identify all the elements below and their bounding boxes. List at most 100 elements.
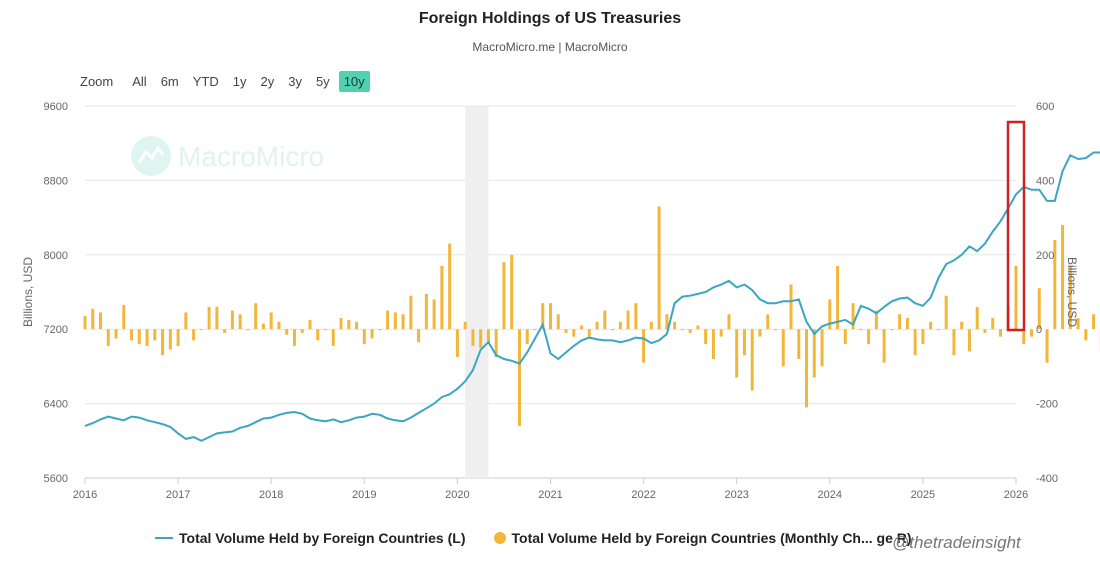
bar (975, 306, 979, 330)
bar (967, 329, 971, 352)
bar (308, 319, 312, 330)
y-right-tick-label: 0 (1036, 324, 1042, 336)
bar (386, 310, 390, 330)
bar (292, 329, 296, 346)
bar (184, 312, 188, 330)
x-tick-label: 2022 (631, 489, 655, 501)
bar (153, 329, 157, 341)
legend: Total Volume Held by Foreign Countries (… (155, 530, 940, 546)
bar (851, 303, 855, 330)
bar (634, 303, 638, 330)
zoom-5y-button[interactable]: 5y (315, 73, 330, 89)
bar (603, 310, 607, 330)
zoom-6m-button[interactable]: 6m (160, 73, 179, 89)
bar (921, 329, 925, 345)
bar (812, 329, 816, 378)
bar (673, 321, 677, 330)
bar (549, 303, 552, 330)
x-tick-label: 2026 (1004, 489, 1028, 501)
bar (517, 329, 521, 426)
bar (130, 329, 134, 341)
bar (649, 321, 653, 330)
highlight-box (1006, 120, 1026, 332)
zoom-all-button[interactable]: All (132, 73, 147, 89)
legend-item-line[interactable]: Total Volume Held by Foreign Countries (… (155, 530, 466, 546)
bar (207, 306, 211, 330)
bar (347, 319, 351, 330)
x-tick-label: 2019 (352, 489, 376, 501)
bar (324, 329, 328, 331)
bar (1030, 329, 1034, 337)
zoom-bar: Zoom All 6m YTD 1y 2y 3y 5y 10y (80, 70, 374, 92)
bar (991, 318, 995, 330)
bar (494, 329, 498, 358)
y-right-tick-label: 600 (1036, 101, 1054, 113)
bar (168, 329, 172, 350)
bar (657, 206, 661, 330)
bar (704, 329, 708, 345)
bar (742, 329, 746, 356)
bar (254, 303, 258, 330)
legend-item-bar[interactable]: Total Volume Held by Foreign Countries (… (493, 530, 912, 546)
legend-line-swatch (155, 537, 173, 539)
bar (758, 329, 762, 337)
bar (355, 321, 359, 330)
y-axis-right-title: Billions, USD (1065, 257, 1079, 327)
bar (1045, 329, 1049, 363)
zoom-3y-button[interactable]: 3y (288, 73, 302, 89)
zoom-10y-button[interactable]: 10y (338, 70, 370, 92)
bar (688, 329, 692, 333)
bar (727, 314, 731, 330)
y-axis-left-title: Billions, USD (21, 257, 35, 327)
bar (83, 316, 87, 330)
bar (510, 254, 514, 330)
bar (556, 314, 560, 330)
bar (572, 329, 576, 337)
y-left-tick-label: 5600 (44, 473, 68, 485)
bar (161, 329, 165, 356)
bar (580, 325, 584, 330)
bar (1084, 329, 1088, 341)
bar (424, 293, 428, 330)
y-left-tick-label: 8800 (44, 175, 68, 187)
bar (463, 321, 467, 330)
bar (199, 329, 203, 331)
bar (611, 329, 615, 331)
bar (983, 329, 987, 333)
bar (905, 318, 909, 330)
bar (479, 329, 483, 348)
bar (665, 314, 669, 330)
recession-shade (465, 106, 489, 478)
bar (393, 312, 397, 330)
bar (843, 329, 847, 345)
zoom-ytd-button[interactable]: YTD (192, 73, 219, 89)
bar (595, 321, 599, 330)
bar (541, 303, 545, 330)
logo-text: MacroMicro (178, 141, 324, 172)
bar (874, 310, 878, 330)
bar (1053, 239, 1057, 330)
bar (766, 314, 770, 330)
bar (114, 329, 118, 339)
zoom-1y-button[interactable]: 1y (232, 73, 247, 89)
bar (735, 329, 739, 378)
bar (564, 329, 568, 333)
bar (1076, 318, 1080, 330)
bar (618, 321, 622, 330)
bar (106, 329, 110, 346)
bar (773, 329, 777, 331)
chart-title: Foreign Holdings of US Treasuries (418, 10, 682, 27)
zoom-2y-button[interactable]: 2y (260, 73, 275, 89)
legend-line-label: Total Volume Held by Foreign Countries (… (179, 530, 466, 546)
bar (805, 329, 809, 408)
line-series (84, 151, 1100, 442)
bar (238, 314, 242, 330)
y-right-tick-label: 400 (1036, 175, 1054, 187)
y-right-tick-label: -200 (1036, 399, 1058, 411)
bar (432, 299, 436, 330)
x-tick-label: 2020 (445, 489, 469, 501)
bar (1068, 265, 1072, 330)
bar (471, 329, 475, 346)
x-tick-label: 2023 (724, 489, 748, 501)
